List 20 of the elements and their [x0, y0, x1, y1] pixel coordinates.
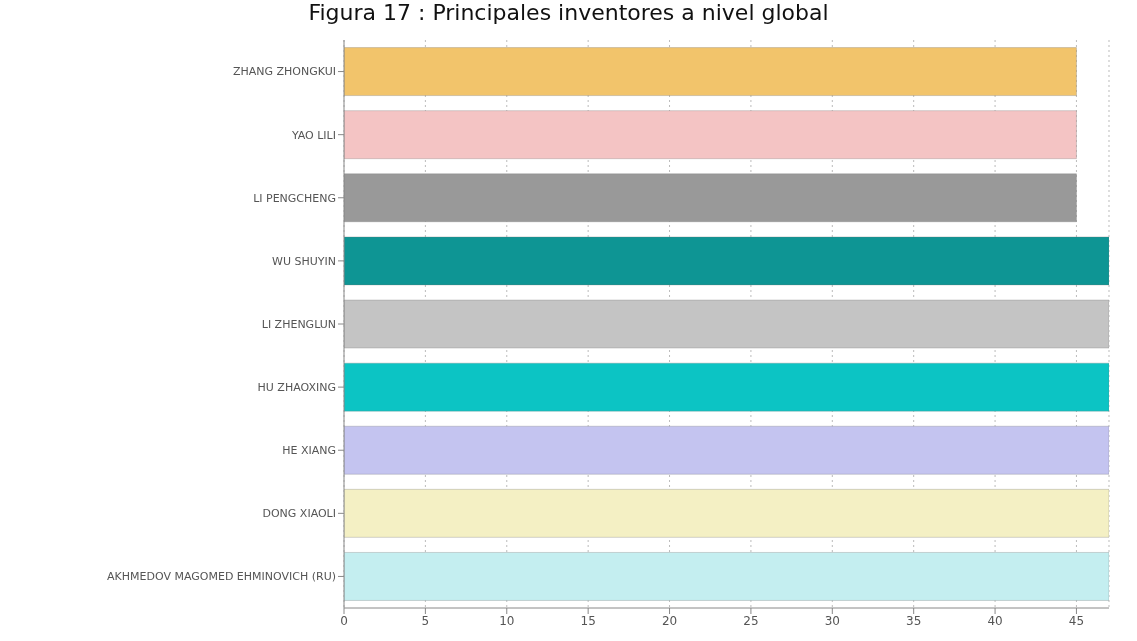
x-tick-label: 45: [1068, 613, 1085, 628]
y-tick-label: LI ZHENGLUN: [261, 317, 336, 331]
y-tick-label: HE XIANG: [282, 444, 336, 458]
y-tick-label: WU SHUYIN: [272, 254, 336, 268]
y-tick-label: AKHMEDOV MAGOMED EHMINOVICH (RU): [107, 570, 336, 584]
y-tick-label: DONG XIAOLI: [262, 507, 336, 521]
x-tick-label: 5: [421, 613, 430, 628]
y-tick-label: HU ZHAOXING: [257, 381, 336, 395]
x-tick-label: 40: [987, 613, 1003, 628]
x-tick-label: 10: [499, 613, 515, 628]
x-tick-label: 35: [906, 613, 922, 628]
x-tick-label: 30: [824, 613, 840, 628]
y-tick-label: ZHANG ZHONGKUI: [232, 65, 336, 79]
x-tick-label: 15: [580, 613, 596, 628]
y-tick-label: YAO LILI: [290, 128, 336, 142]
x-tick-label: 25: [743, 613, 759, 628]
y-tick-label: LI PENGCHENG: [253, 191, 336, 205]
x-tick-label: 20: [661, 613, 678, 628]
x-tick-label: 0: [340, 613, 348, 628]
chart-title: Figura 17 : Principales inventores a nivel global: [307, 0, 830, 25]
